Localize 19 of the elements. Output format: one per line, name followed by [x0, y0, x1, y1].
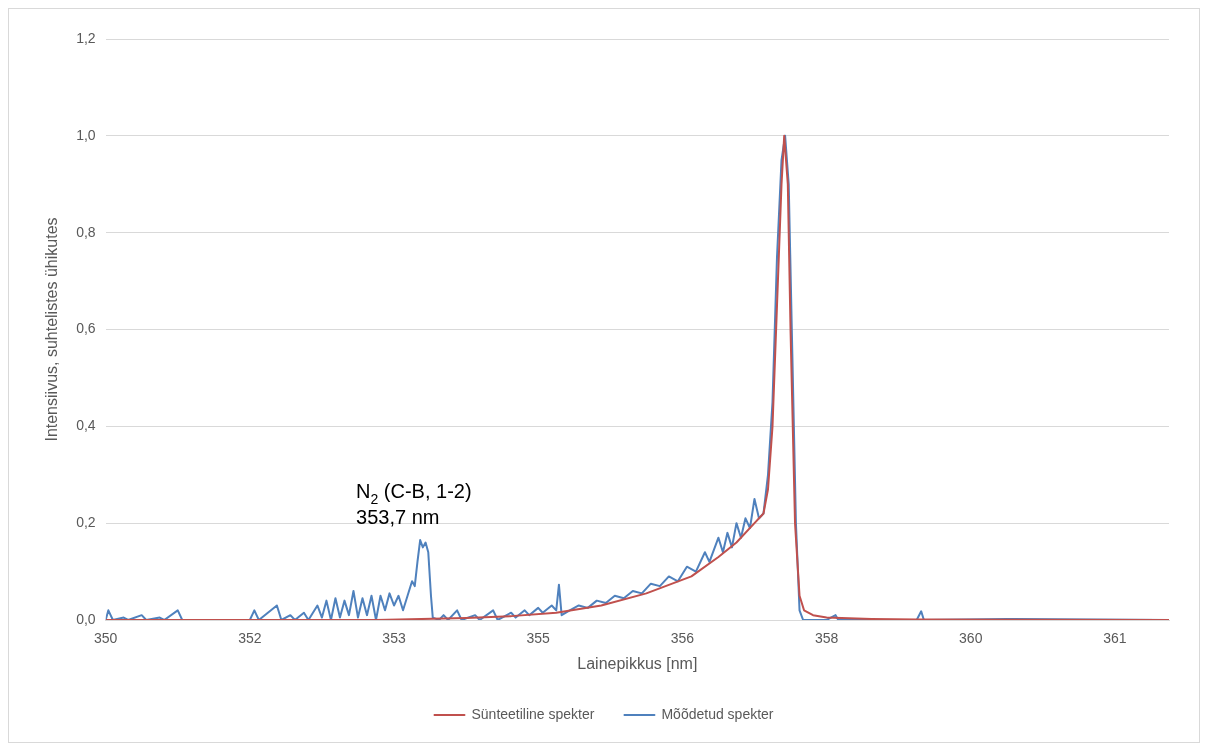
- y-tick-label: 1,0: [76, 126, 96, 143]
- x-tick-label: 361: [1103, 630, 1127, 647]
- x-tick-label: 352: [238, 630, 262, 647]
- x-tick-label: 358: [814, 630, 839, 647]
- x-tick-label: 356: [670, 630, 695, 647]
- legend-label: Mõõdetud spekter: [661, 705, 774, 722]
- y-tick-label: 0,8: [76, 223, 96, 240]
- y-tick-label: 0,6: [76, 320, 96, 337]
- legend-label: Sünteetiline spekter: [471, 705, 595, 722]
- y-tick-label: 1,2: [76, 29, 96, 46]
- x-tick-label: 350: [93, 630, 118, 647]
- x-tick-label: 355: [526, 630, 551, 647]
- y-tick-label: 0,0: [76, 610, 96, 627]
- y-tick-label: 0,2: [76, 514, 96, 531]
- x-axis-title: Lainepikkus [nm]: [577, 654, 698, 672]
- x-tick-label: 353: [382, 630, 406, 647]
- y-axis-title: Intensiivus, suhtelistes ühikutes: [43, 217, 61, 442]
- y-tick-label: 0,4: [76, 417, 96, 434]
- x-tick-label: 360: [959, 630, 983, 647]
